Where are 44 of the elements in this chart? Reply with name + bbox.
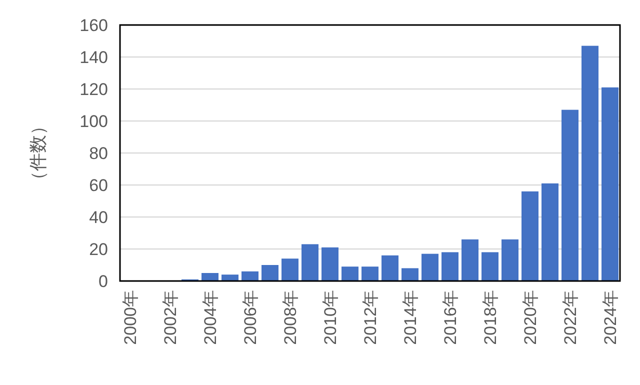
y-tick-label: 0 (98, 272, 108, 291)
bar (222, 274, 238, 281)
x-tick-label: 2004年 (201, 290, 220, 345)
y-tick-label: 120 (80, 80, 108, 99)
y-tick-label: 140 (80, 48, 108, 67)
bar (342, 266, 358, 281)
bar (242, 271, 258, 281)
bar (502, 239, 518, 281)
y-tick-label: 160 (80, 16, 108, 35)
x-tick-label: 2020年 (521, 290, 540, 345)
bar (542, 183, 558, 281)
bar (582, 46, 598, 281)
bar (362, 266, 378, 281)
x-tick-label: 2024年 (601, 290, 620, 345)
x-tick-label: 2002年 (161, 290, 180, 345)
bar (202, 273, 218, 281)
x-tick-label: 2008年 (281, 290, 300, 345)
y-tick-label: 100 (80, 112, 108, 131)
x-tick-label: 2000年 (121, 290, 140, 345)
bar (422, 254, 438, 281)
bar (462, 239, 478, 281)
bar (322, 247, 338, 281)
x-tick-label: 2018年 (481, 290, 500, 345)
bar (282, 258, 298, 281)
bar (522, 191, 538, 281)
x-tick-label: 2012年 (361, 290, 380, 345)
bar (562, 110, 578, 281)
x-tick-label: 2016年 (441, 290, 460, 345)
y-tick-label: 60 (89, 176, 108, 195)
bar (262, 265, 278, 281)
bar (602, 87, 618, 281)
bar (482, 252, 498, 281)
bar (382, 255, 398, 281)
x-tick-label: 2022年 (561, 290, 580, 345)
bar (402, 268, 418, 281)
y-tick-label: 80 (89, 144, 108, 163)
y-axis-title: （件数） (28, 117, 48, 189)
bar (302, 244, 318, 281)
y-tick-label: 20 (89, 240, 108, 259)
x-tick-label: 2014年 (401, 290, 420, 345)
y-tick-label: 40 (89, 208, 108, 227)
x-tick-label: 2010年 (321, 290, 340, 345)
bar (442, 252, 458, 281)
x-tick-label: 2006年 (241, 290, 260, 345)
